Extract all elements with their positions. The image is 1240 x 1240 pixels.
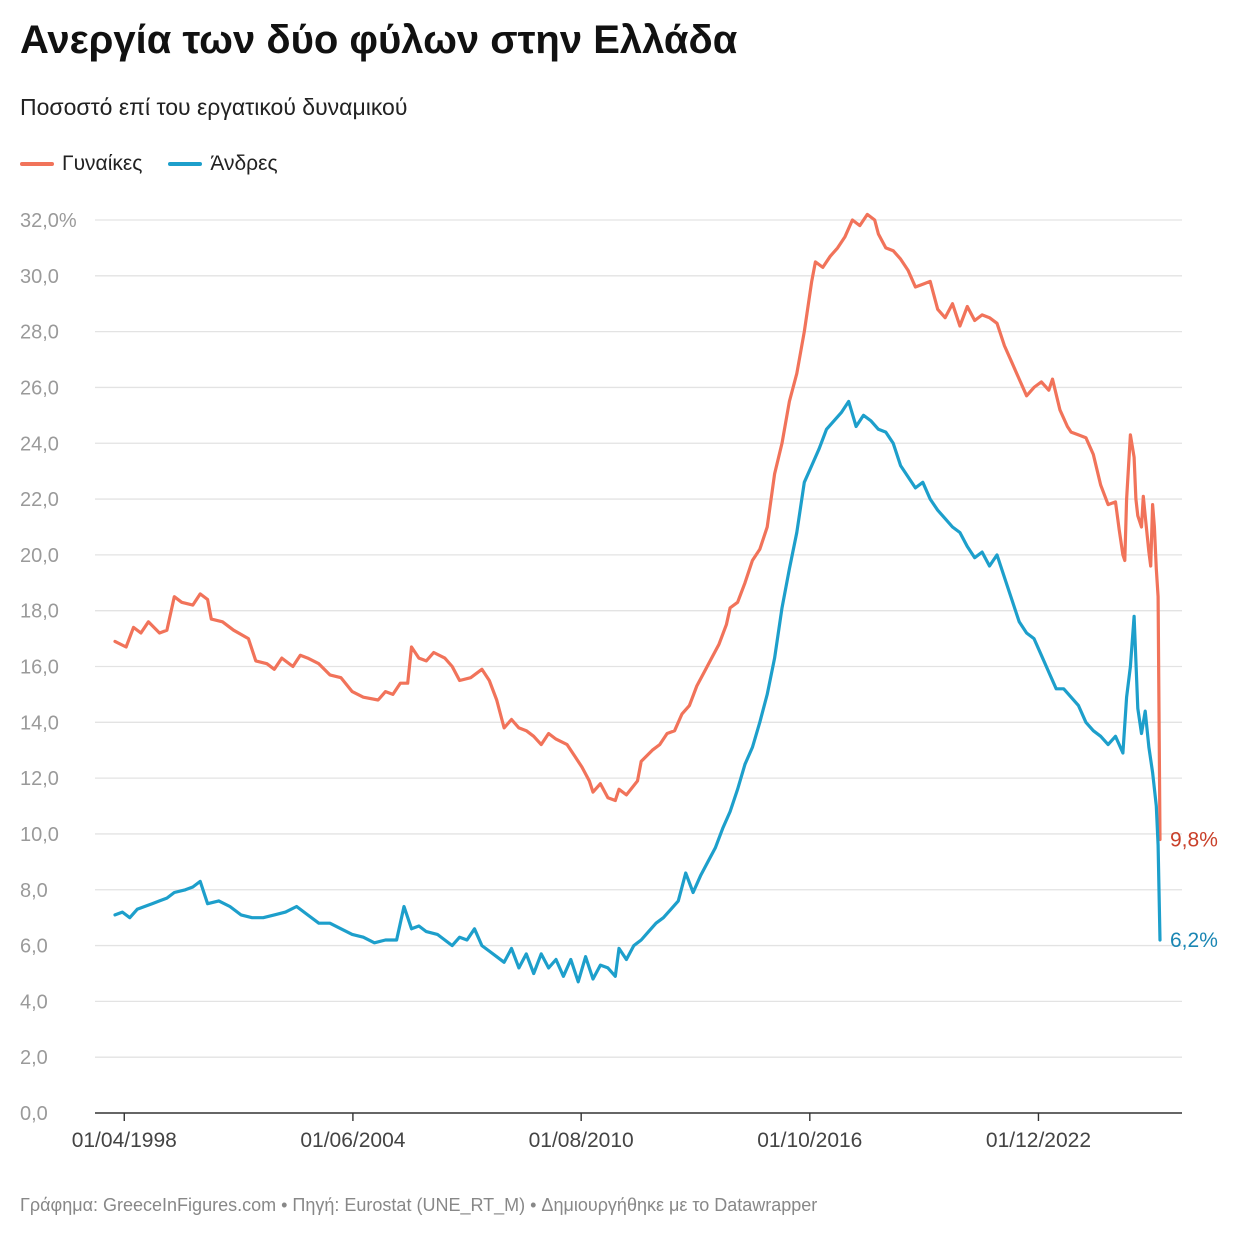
- legend-item-men: Άνδρες: [168, 152, 278, 176]
- y-tick-label: 14,0: [20, 712, 59, 734]
- label-layer: 0,0 2,0 4,0 6,0 8,0 10,0 12,0 14,0 16,0 18,0 20,0 2…: [20, 210, 1218, 1152]
- footer-source: Γράφημα: GreeceInFigures.com • Πηγή: Eur…: [20, 1195, 818, 1215]
- chart-title: Ανεργία των δύο φύλων στην Ελλάδα: [20, 18, 738, 62]
- legend-swatch-women: [20, 162, 54, 166]
- y-tick-label: 18,0: [20, 601, 59, 623]
- chart-subtitle: Ποσοστό επί του εργατικού δυναμικού: [20, 94, 408, 120]
- x-tick-label: 01/10/2016: [757, 1129, 862, 1152]
- y-tick-label: 12,0: [20, 768, 59, 790]
- y-tick-label: 6,0: [20, 936, 48, 958]
- y-tick-label: 24,0: [20, 433, 59, 455]
- end-label-men: 6,2%: [1170, 929, 1218, 952]
- x-tick-label: 01/06/2004: [300, 1129, 405, 1152]
- y-tick-label: 16,0: [20, 657, 59, 679]
- legend: Γυναίκες Άνδρες: [20, 152, 278, 176]
- series-layer: [113, 212, 1162, 984]
- legend-item-women: Γυναίκες: [20, 152, 142, 176]
- y-tick-label: 30,0: [20, 266, 59, 288]
- y-tick-label: 4,0: [20, 991, 48, 1013]
- x-tick-label: 01/04/1998: [72, 1129, 177, 1152]
- series-line-women: [113, 212, 1162, 842]
- y-tick-label: 32,0%: [20, 210, 77, 232]
- y-tick-label: 20,0: [20, 545, 59, 567]
- y-tick-label: 22,0: [20, 489, 59, 511]
- y-tick-label: 10,0: [20, 824, 59, 846]
- y-tick-label: 0,0: [20, 1103, 48, 1125]
- grid-layer: [95, 219, 1182, 1121]
- legend-label-women: Γυναίκες: [62, 152, 143, 175]
- y-tick-label: 8,0: [20, 880, 48, 902]
- x-tick-label: 01/12/2022: [986, 1129, 1091, 1152]
- end-label-women: 9,8%: [1170, 829, 1218, 852]
- y-tick-label: 28,0: [20, 322, 59, 344]
- legend-swatch-men: [168, 162, 203, 166]
- x-tick-label: 01/08/2010: [529, 1129, 634, 1152]
- legend-label-men: Άνδρες: [210, 152, 278, 175]
- y-tick-label: 26,0: [20, 377, 59, 399]
- y-tick-label: 2,0: [20, 1047, 48, 1069]
- series-line-men: [113, 399, 1162, 984]
